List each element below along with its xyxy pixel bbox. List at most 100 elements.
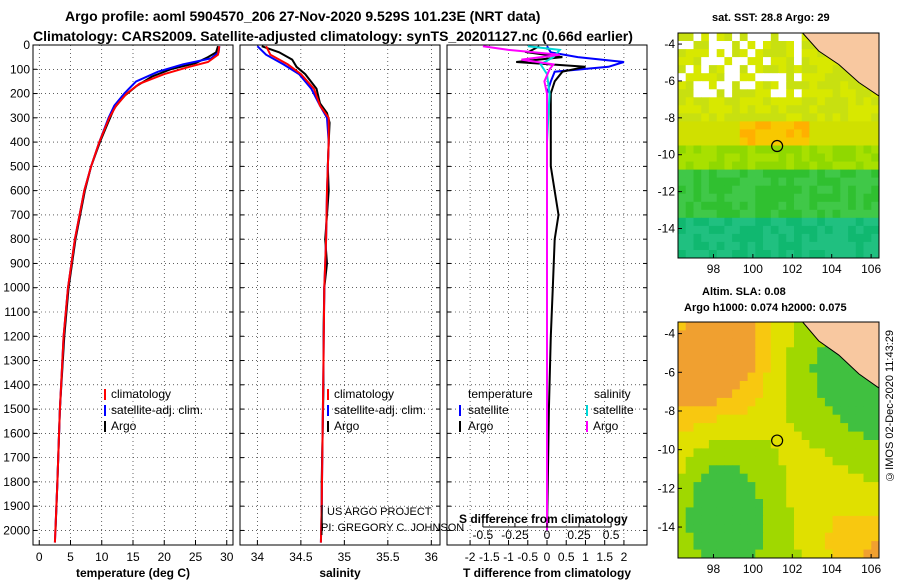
map-cell	[848, 81, 857, 90]
map-cell	[763, 524, 772, 534]
map-cell	[739, 423, 748, 432]
map-cell	[809, 153, 818, 162]
map-cell	[678, 105, 687, 114]
map-cell	[778, 465, 787, 475]
map-cell	[848, 225, 857, 235]
map-cell	[824, 397, 834, 407]
map-cell	[716, 423, 725, 432]
map-cell	[770, 397, 779, 407]
xtick-label-1-1: 34.5	[289, 550, 313, 564]
map-cell	[755, 507, 764, 517]
map-cell	[786, 355, 795, 365]
map-cell	[832, 161, 841, 171]
map-cell	[724, 397, 733, 407]
map-cell	[840, 161, 849, 171]
map-cell	[840, 515, 849, 525]
map-cell	[809, 541, 818, 550]
map-cell	[824, 209, 834, 219]
map-cell	[701, 330, 710, 340]
map-cell	[863, 499, 872, 508]
map-cell	[732, 129, 741, 138]
map-cell	[716, 473, 725, 483]
map-cell	[863, 250, 872, 259]
map-cell	[817, 440, 826, 449]
map-cell	[685, 465, 694, 475]
map-cell	[693, 250, 702, 259]
map-cell	[732, 169, 741, 179]
map-cell	[716, 515, 725, 525]
map-cell	[840, 97, 849, 106]
legend-label-0-1: satellite-adj. clim.	[111, 403, 203, 417]
map-cell	[871, 233, 880, 243]
map-cell	[701, 193, 710, 203]
map-cell	[801, 65, 810, 74]
map-cell	[778, 89, 787, 98]
map-cell	[801, 389, 810, 399]
map-cell	[840, 193, 849, 203]
map-cell	[708, 129, 718, 138]
map-cell	[724, 541, 733, 550]
map-cell	[855, 153, 864, 162]
map-cell	[786, 201, 795, 211]
map-cell	[832, 129, 841, 138]
map-cell	[755, 241, 764, 251]
map-cell	[840, 153, 849, 162]
map-cell	[794, 153, 803, 162]
map-cell	[755, 423, 764, 432]
map-cell	[848, 209, 857, 219]
map-cell	[801, 73, 810, 82]
map-cell	[763, 414, 772, 424]
xtick-label-0-3: 15	[126, 550, 140, 564]
map-cell	[678, 465, 687, 475]
map-cell	[786, 440, 795, 449]
map-cell	[770, 57, 779, 66]
map-cell	[716, 541, 725, 550]
map-cell	[708, 448, 718, 458]
map-cell	[840, 406, 849, 416]
map-cell	[848, 129, 857, 138]
map-ytick-label-sla-1: -6	[664, 365, 675, 379]
map-cell	[678, 499, 687, 508]
map-cell	[716, 440, 725, 449]
map-cell	[708, 161, 718, 171]
map-cell	[801, 105, 810, 114]
map-cell	[786, 549, 795, 559]
map-cell	[809, 241, 818, 251]
map-cell	[716, 201, 725, 211]
map-cell	[763, 153, 772, 162]
map-cell	[732, 177, 741, 187]
map-cell	[755, 41, 764, 50]
map-cell	[786, 225, 795, 235]
map-cell	[848, 490, 857, 500]
map-cell	[708, 65, 718, 74]
map-cell	[855, 423, 864, 432]
map-cell	[770, 145, 779, 154]
map-cell	[755, 121, 764, 130]
map-cell	[716, 81, 725, 90]
map-cell	[693, 41, 702, 50]
map-cell	[848, 372, 857, 382]
map-cell	[693, 153, 702, 162]
map-cell	[701, 177, 710, 187]
map-cell	[693, 499, 702, 508]
map-cell	[863, 105, 872, 114]
map-cell	[786, 322, 795, 331]
map-cell	[747, 322, 756, 331]
map-cell	[855, 250, 864, 259]
map-cell	[701, 73, 710, 82]
map-cell	[716, 217, 725, 227]
map-cell	[755, 81, 764, 90]
map-cell	[832, 241, 841, 251]
map-ytick-label-sla-5: -14	[658, 520, 676, 534]
xtick-label-1-3: 35.5	[376, 550, 400, 564]
map-cell	[678, 532, 687, 542]
map-cell	[832, 153, 841, 162]
map-cell	[817, 372, 826, 382]
map-cell	[716, 161, 725, 171]
map-cell	[794, 473, 803, 483]
map-cell	[724, 330, 733, 340]
map-cell	[708, 177, 718, 187]
map-cell	[716, 465, 725, 475]
map-cell	[848, 201, 857, 211]
map-cell	[747, 330, 756, 340]
